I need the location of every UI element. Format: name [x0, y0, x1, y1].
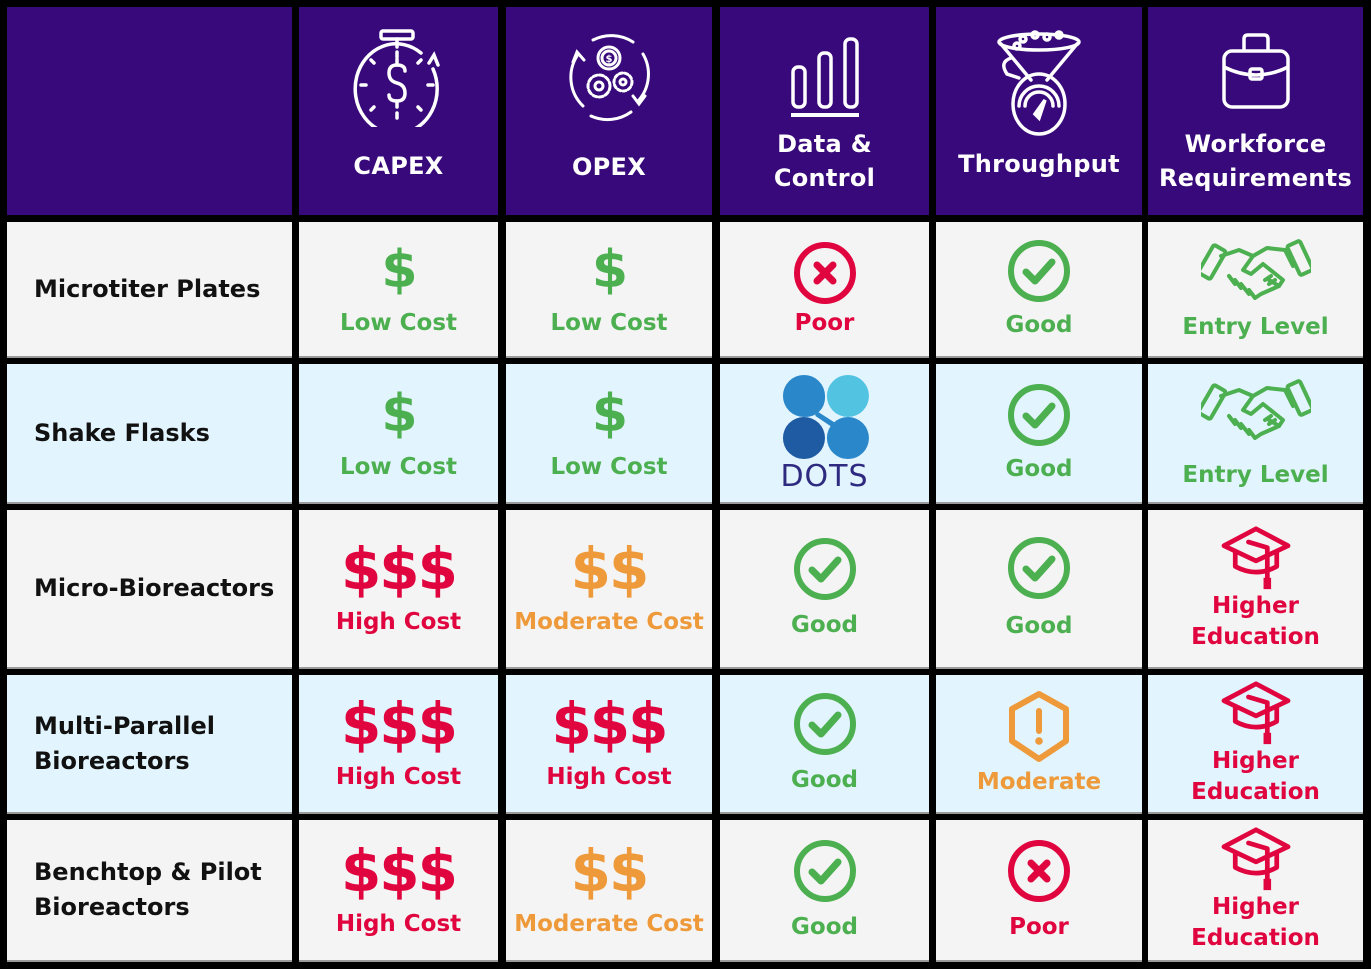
x-circle-icon	[1006, 838, 1072, 904]
workforce-value: Higher Education	[1191, 592, 1320, 650]
data-control-value: Good	[791, 767, 858, 793]
gears-dollar-cycle-icon: $	[559, 28, 659, 128]
row-label-microtiter-plates: Microtiter Plates	[7, 222, 292, 358]
graduation-cap-icon	[1216, 525, 1296, 591]
row-label-benchtop-pilot-bioreactors: Benchtop & Pilot Bioreactors	[7, 820, 292, 962]
dollar-sign-icon: $	[381, 383, 417, 444]
dollar-signs-icon: $$$	[340, 836, 458, 905]
handshake-icon	[1201, 236, 1311, 306]
throughput-cell: Good	[936, 510, 1142, 669]
workforce-cell: Entry Level	[1148, 222, 1363, 358]
dollar-signs-icon: $$$	[551, 690, 668, 758]
data-control-cell: Good	[720, 675, 929, 814]
svg-text:$: $	[606, 54, 613, 65]
warning-hexagon-icon	[1006, 689, 1072, 765]
graduation-cap-icon	[1216, 826, 1296, 892]
handshake-icon	[1201, 376, 1311, 446]
header-data-control-label: Data & Control	[773, 130, 876, 192]
throughput-value: Moderate	[976, 769, 1102, 795]
header-opex-label: OPEX	[571, 153, 647, 181]
workforce-value: Higher Education	[1191, 747, 1320, 805]
data-control-cell: Good	[720, 510, 929, 669]
row-label-shake-flasks: Shake Flasks	[7, 364, 292, 504]
header-data-control: Data & Control	[720, 7, 929, 215]
capex-cell: $$$ High Cost	[299, 510, 498, 669]
header-capex-label: CAPEX	[353, 152, 444, 180]
capex-value: Low Cost	[339, 453, 458, 480]
briefcase-icon	[1206, 21, 1306, 121]
opex-cell: $ Low Cost	[506, 222, 712, 358]
header-corner-cell	[7, 7, 292, 215]
dollar-sign-icon: $	[591, 383, 628, 444]
check-circle-icon	[792, 838, 858, 904]
header-opex: $ OPEX	[506, 7, 712, 215]
capex-cell: $$$ High Cost	[299, 820, 498, 962]
dollar-sign-icon: $	[381, 239, 417, 300]
stopwatch-dollar-icon	[349, 27, 449, 127]
workforce-cell: Higher Education	[1148, 820, 1363, 962]
data-control-value: Good	[791, 612, 858, 638]
throughput-value: Good	[1005, 455, 1073, 482]
check-circle-icon	[1006, 382, 1072, 448]
dollar-signs-icon: $$	[570, 535, 650, 603]
header-workforce-label: Workforce Requirements	[1158, 130, 1353, 192]
bar-chart-icon	[775, 21, 875, 121]
opex-value: Low Cost	[550, 453, 668, 480]
throughput-cell: Moderate	[936, 675, 1142, 814]
throughput-value: Good	[1005, 311, 1073, 338]
data-control-cell: DOTS	[720, 364, 929, 504]
dollar-signs-icon: $$$	[340, 690, 458, 758]
opex-value: High Cost	[546, 764, 672, 790]
header-workforce: Workforce Requirements	[1148, 7, 1363, 215]
data-control-value: Poor	[794, 309, 855, 336]
dollar-signs-icon: $$	[570, 836, 650, 905]
dollar-signs-icon: $$$	[340, 535, 458, 603]
throughput-cell: Good	[936, 222, 1142, 358]
graduation-cap-icon	[1216, 680, 1296, 746]
workforce-value: Higher Education	[1191, 894, 1320, 951]
row-label-multi-parallel-bioreactors: Multi-Parallel Bioreactors	[7, 675, 292, 814]
dots-logo-icon	[777, 374, 873, 460]
workforce-value: Entry Level	[1182, 461, 1329, 488]
workforce-cell: Higher Education	[1148, 675, 1363, 814]
opex-cell: $$ Moderate Cost	[506, 510, 712, 669]
check-circle-icon	[1006, 535, 1072, 601]
data-control-value: Good	[791, 913, 858, 940]
capex-value: High Cost	[335, 609, 462, 635]
opex-cell: $$ Moderate Cost	[506, 820, 712, 962]
throughput-value: Poor	[1009, 913, 1069, 940]
throughput-cell: Good	[936, 364, 1142, 504]
opex-value: Moderate Cost	[514, 609, 704, 635]
capex-cell: $ Low Cost	[299, 222, 498, 358]
header-capex: CAPEX	[299, 7, 498, 215]
header-throughput: Throughput	[936, 7, 1142, 215]
capex-cell: $ Low Cost	[299, 364, 498, 504]
x-circle-icon	[792, 240, 858, 306]
capex-cell: $$$ High Cost	[299, 675, 498, 814]
workforce-cell: Higher Education	[1148, 510, 1363, 669]
dollar-sign-icon: $	[591, 239, 628, 300]
funnel-gauge-icon	[989, 30, 1089, 136]
capex-value: High Cost	[335, 764, 462, 790]
header-throughput-label: Throughput	[958, 150, 1120, 178]
check-circle-icon	[1006, 238, 1072, 304]
check-circle-icon	[792, 536, 858, 602]
throughput-value: Good	[1005, 613, 1073, 639]
opex-cell: $$$ High Cost	[506, 675, 712, 814]
opex-value: Low Cost	[550, 309, 668, 336]
check-circle-icon	[792, 691, 858, 757]
capex-value: Low Cost	[339, 309, 458, 336]
throughput-cell: Poor	[936, 820, 1142, 962]
opex-cell: $ Low Cost	[506, 364, 712, 504]
workforce-cell: Entry Level	[1148, 364, 1363, 504]
workforce-value: Entry Level	[1182, 313, 1329, 340]
row-label-micro-bioreactors: Micro-Bioreactors	[7, 510, 292, 669]
capex-value: High Cost	[335, 910, 462, 937]
data-control-cell: Poor	[720, 222, 929, 358]
dots-logo-text: DOTS	[780, 459, 869, 494]
opex-value: Moderate Cost	[514, 910, 704, 937]
data-control-cell: Good	[720, 820, 929, 962]
